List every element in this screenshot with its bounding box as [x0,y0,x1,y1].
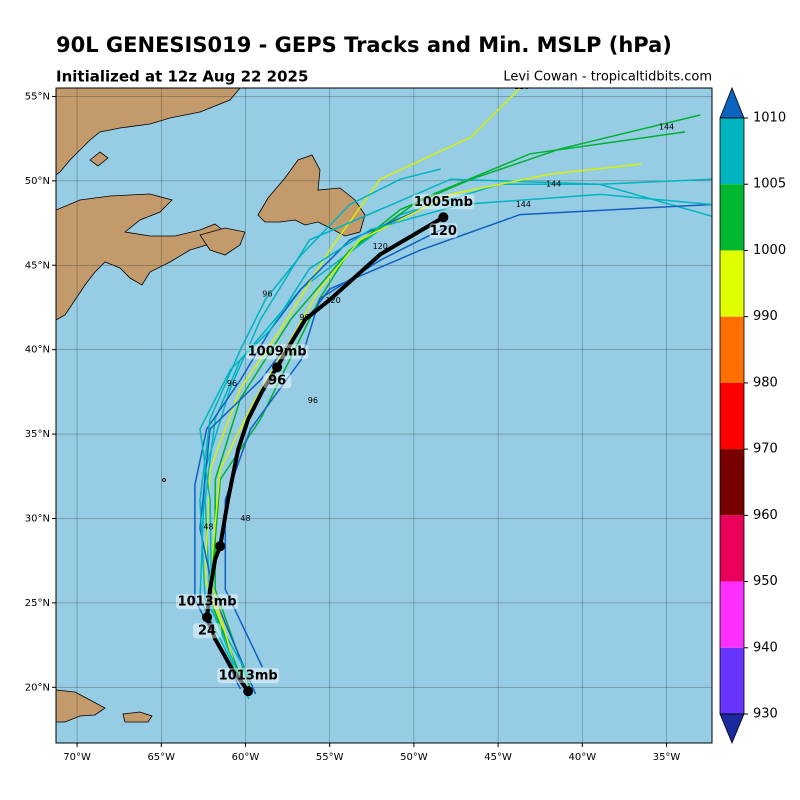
label-box [193,623,222,639]
member-track [209,114,701,690]
title: 90L GENESIS019 - GEPS Tracks and Min. MS… [56,33,672,57]
label-box [429,223,458,239]
lon-tick-label: 50°W [400,752,428,763]
colorbar-label: 970 [753,442,778,457]
colorbar-label: 1005 [753,177,786,192]
hour-label: 120 [373,242,388,251]
member-track [199,178,712,690]
colorbar-segment [720,250,744,317]
lon-tick-label: 60°W [232,752,260,763]
lat-tick-label: 55°N [25,91,50,102]
lat-tick-label: 35°N [25,429,50,440]
hour-label: 144 [516,200,531,209]
label-box [246,344,309,360]
mean-point [215,541,226,552]
map-frame [55,87,713,744]
mslp-label: 1013mb [219,669,278,684]
label-box [263,373,292,389]
member-track [224,224,452,668]
lon-tick-label: 45°W [484,752,512,763]
member-track [204,178,712,690]
mean-point [243,686,254,697]
colorbar-over [719,86,745,119]
label-box [176,594,239,610]
colorbar-segment [720,184,744,251]
lat-tick-label: 20°N [25,682,50,693]
colorbar-under [719,713,745,745]
colorbar-label: 930 [753,707,778,722]
lat-tick-label: 45°N [25,260,50,271]
member-track [199,193,712,700]
colorbar-label: 950 [753,574,778,589]
hour-label: 144 [659,122,674,131]
member-track [204,88,521,680]
colorbar-segment [720,647,744,714]
lon-tick-label: 55°W [316,752,344,763]
lat-tick-label: 30°N [25,513,50,524]
colorbar-label: 990 [753,309,778,324]
colorbar-label: 980 [753,375,778,390]
member-track [194,208,421,690]
colorbar-segment [720,316,744,383]
colorbar-segment [720,382,744,450]
hour-label: 144 [546,180,561,189]
label-box [412,194,475,210]
hour-label: 48 [240,514,250,523]
member-track [214,131,686,690]
colorbar-segment [720,118,744,185]
lat-tick-label: 40°N [25,345,50,356]
mean-point [272,362,283,373]
mean-point [202,612,213,623]
colorbar-label: 940 [753,640,778,655]
colorbar-frame [719,117,745,715]
mslp-label: 1005mb [414,195,473,210]
colorbar-segment [720,515,744,582]
colorbar-label: 1000 [753,243,786,258]
hour-label: 96 [227,379,237,388]
mean-track [205,215,445,693]
lat-tick-label: 50°N [25,176,50,187]
mslp-label: 1013mb [178,595,237,610]
land [56,88,366,723]
mslp-label: 1009mb [248,345,307,360]
label-box [217,668,280,684]
colorbar-segment [720,449,744,516]
lon-tick-label: 35°W [653,752,681,763]
ocean [56,88,712,743]
hour-label: 48 [203,522,213,531]
hour-label: 120 [430,224,457,239]
colorbar-label: 960 [753,508,778,523]
hour-label: 96 [308,396,318,405]
lon-tick-label: 65°W [147,752,175,763]
colorbar-segment [720,581,744,648]
hour-label: 96 [268,374,286,389]
lat-tick-label: 25°N [25,598,50,609]
hour-label: 120 [325,296,340,305]
hour-label: 96 [262,289,272,298]
subtitle: Initialized at 12z Aug 22 2025 [56,68,308,86]
member-track [199,168,441,680]
colorbar-label: 1010 [753,111,786,126]
hour-label: 120 [514,82,529,91]
credit: Levi Cowan - tropicaltidbits.com [503,70,712,85]
lon-tick-label: 40°W [569,752,597,763]
lon-tick-label: 70°W [63,752,91,763]
member-track [209,163,642,669]
mean-point [438,212,449,223]
hour-label: 24 [198,624,216,639]
